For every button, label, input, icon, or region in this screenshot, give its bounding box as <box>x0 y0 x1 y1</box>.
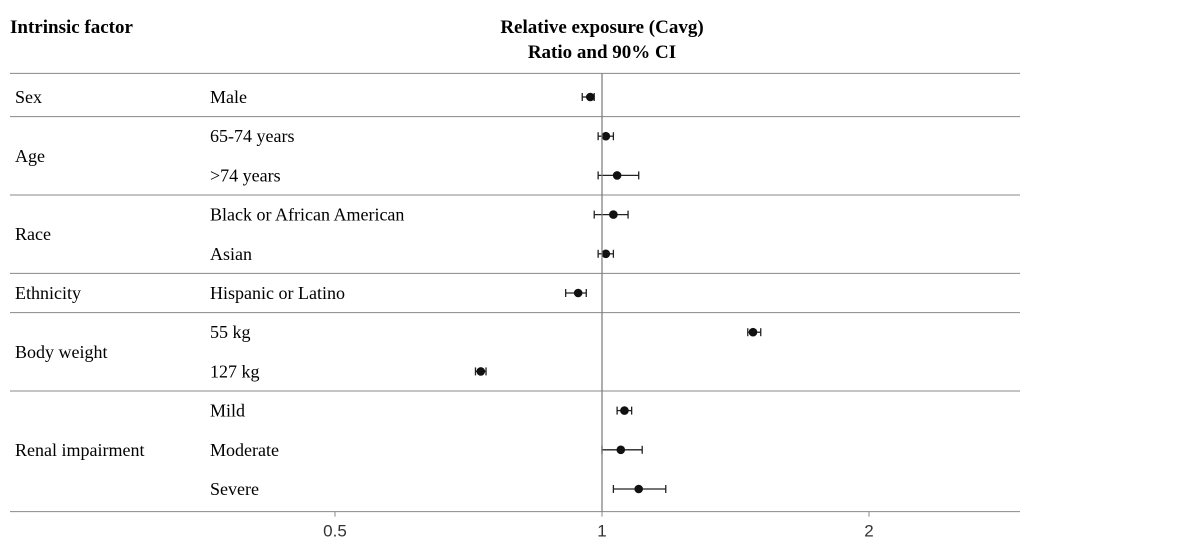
point-estimate <box>601 249 611 259</box>
row-label: Black or African American <box>210 205 404 225</box>
chart-title-line1: Relative exposure (Cavg) <box>500 17 703 38</box>
factor-column-header: Intrinsic factor <box>10 17 134 38</box>
row-label: 127 kg <box>210 361 260 381</box>
point-estimate <box>612 171 622 180</box>
chart-title-line2: Ratio and 90% CI <box>528 42 676 63</box>
x-tick-label: 2 <box>864 522 873 537</box>
x-axis: 0.5 1 2 <box>323 511 874 537</box>
group-label: Race <box>15 224 51 244</box>
row-label: Severe <box>210 479 259 499</box>
row-label: Asian <box>210 244 252 264</box>
point-estimate <box>620 406 629 415</box>
point-estimate <box>476 367 486 376</box>
point-estimate <box>585 92 595 102</box>
group-label: Age <box>15 146 45 166</box>
row-label: Moderate <box>210 440 279 460</box>
row-label: Hispanic or Latino <box>210 283 345 303</box>
x-tick-label: 0.5 <box>323 522 347 537</box>
point-estimate <box>601 131 611 141</box>
point-estimate <box>609 210 618 219</box>
row-label: Mild <box>210 401 245 421</box>
row-label: >74 years <box>210 165 281 185</box>
group-label: Body weight <box>15 342 108 362</box>
rows-layer: Sex Male Age 65-74 years >74 years Race Black … <box>10 72 1020 513</box>
group-label: Renal impairment <box>15 440 144 460</box>
row-label: 65-74 years <box>210 126 294 146</box>
row-label: 55 kg <box>210 322 251 342</box>
point-estimate <box>748 327 758 337</box>
point-estimate <box>634 484 644 494</box>
point-estimate <box>616 445 626 455</box>
x-tick-label: 1 <box>597 522 606 537</box>
row-label: Male <box>210 87 247 107</box>
point-estimate <box>573 288 583 298</box>
group-label: Sex <box>15 87 42 107</box>
group-label: Ethnicity <box>15 283 81 303</box>
